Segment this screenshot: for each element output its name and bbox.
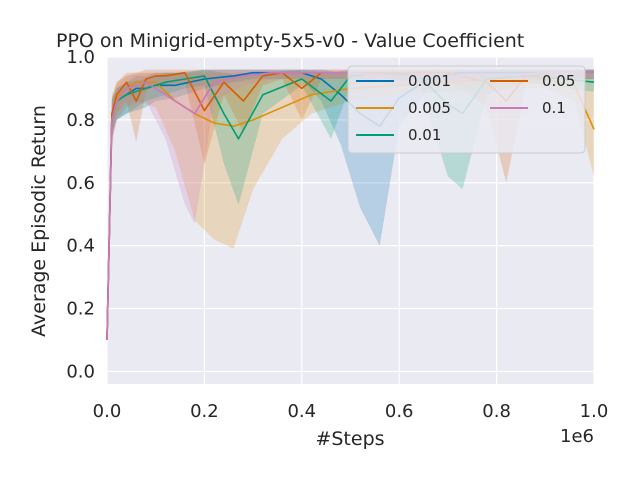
legend-label-0-05: 0.05 xyxy=(542,72,575,90)
legend: 0.001 0.05 0.005 0.1 0.01 xyxy=(347,65,586,154)
legend-label-0-005: 0.005 xyxy=(408,99,451,117)
y-tick-labels: 0.0 0.2 0.4 0.6 0.8 1.0 xyxy=(66,47,95,382)
x-tick-label: 0.6 xyxy=(385,401,414,422)
y-tick-label: 0.2 xyxy=(66,299,95,320)
legend-label-0-1: 0.1 xyxy=(542,99,566,117)
legend-label-0-001: 0.001 xyxy=(408,72,451,90)
y-tick-label: 0.4 xyxy=(66,236,95,257)
y-tick-label: 0.8 xyxy=(66,110,95,131)
x-tick-label: 0.0 xyxy=(93,401,122,422)
x-tick-label: 0.8 xyxy=(482,401,511,422)
x-tick-labels: 0.0 0.2 0.4 0.6 0.8 1.0 xyxy=(93,401,609,422)
legend-label-0-01: 0.01 xyxy=(408,126,441,144)
y-tick-label: 0.6 xyxy=(66,173,95,194)
y-tick-label: 1.0 xyxy=(66,47,95,68)
x-axis-label: #Steps xyxy=(315,428,384,450)
x-axis-offset-label: 1e6 xyxy=(560,426,594,447)
chart-title: PPO on Minigrid-empty-5x5-v0 - Value Coe… xyxy=(56,30,524,52)
y-axis-label: Average Episodic Return xyxy=(28,105,50,337)
x-tick-label: 0.4 xyxy=(287,401,316,422)
x-tick-label: 1.0 xyxy=(580,401,609,422)
band-0-005 xyxy=(107,72,594,340)
legend-box xyxy=(347,65,586,154)
band-0-1 xyxy=(107,69,594,340)
x-tick-label: 0.2 xyxy=(190,401,219,422)
y-tick-label: 0.0 xyxy=(66,361,95,382)
